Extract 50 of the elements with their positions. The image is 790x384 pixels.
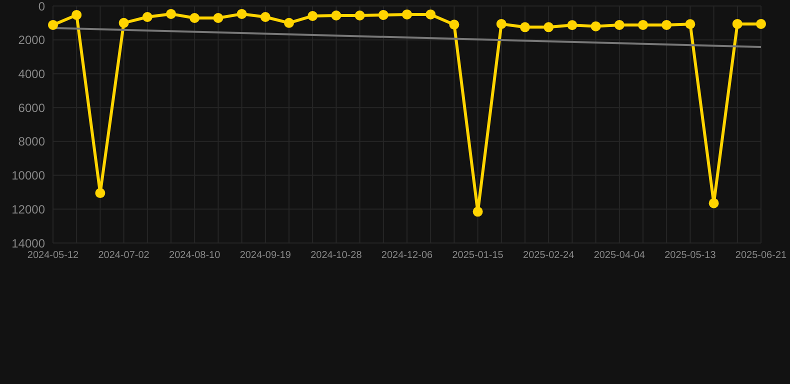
point — [236, 8, 247, 19]
y-tick-label: 12000 — [12, 202, 46, 216]
x-tick-label: 2025-01-15 — [452, 250, 504, 262]
x-tick-label: 2024-05-12 — [27, 250, 80, 262]
point — [95, 188, 106, 198]
point — [732, 18, 742, 29]
point — [308, 10, 318, 21]
point — [544, 22, 554, 32]
point — [614, 20, 624, 30]
point — [449, 20, 460, 30]
point — [260, 12, 270, 22]
point — [354, 10, 365, 20]
point — [496, 18, 506, 29]
x-tick-label: 2024-12-06 — [381, 250, 434, 262]
point — [402, 9, 412, 20]
y-tick-label: 6000 — [18, 100, 46, 115]
point — [520, 22, 530, 32]
point — [590, 21, 601, 32]
point — [685, 19, 696, 30]
y-tick-label: 14000 — [12, 236, 46, 250]
x-tick-label: 2025-04-04 — [594, 250, 646, 262]
point — [472, 206, 483, 217]
point — [638, 20, 648, 30]
point — [662, 20, 672, 30]
y-tick-label: 2000 — [18, 33, 46, 48]
y-tick-label: 0 — [38, 0, 46, 14]
y-tick-label: 10000 — [12, 168, 46, 183]
point — [426, 9, 436, 20]
point — [331, 10, 342, 20]
x-tick-label: 2025-06-21 — [735, 250, 788, 262]
x-tick-label: 2024-07-02 — [98, 250, 150, 262]
y-tick-label: 8000 — [18, 134, 46, 149]
x-tick-label: 2024-10-28 — [310, 250, 362, 262]
point — [756, 18, 766, 29]
point — [213, 13, 224, 24]
point — [190, 13, 200, 24]
point — [708, 198, 719, 208]
x-tick-label: 2025-02-24 — [523, 250, 575, 262]
point — [567, 20, 578, 30]
y-tick-label: 4000 — [18, 66, 46, 81]
point — [378, 10, 388, 20]
point — [72, 10, 82, 20]
x-tick-label: 2024-09-19 — [240, 250, 292, 262]
point — [118, 18, 129, 28]
x-tick-label: 2024-08-10 — [169, 250, 221, 262]
x-tick-label: 2025-05-13 — [664, 250, 716, 262]
point — [166, 8, 176, 19]
point — [284, 18, 294, 28]
point — [48, 20, 58, 30]
point — [142, 12, 152, 22]
